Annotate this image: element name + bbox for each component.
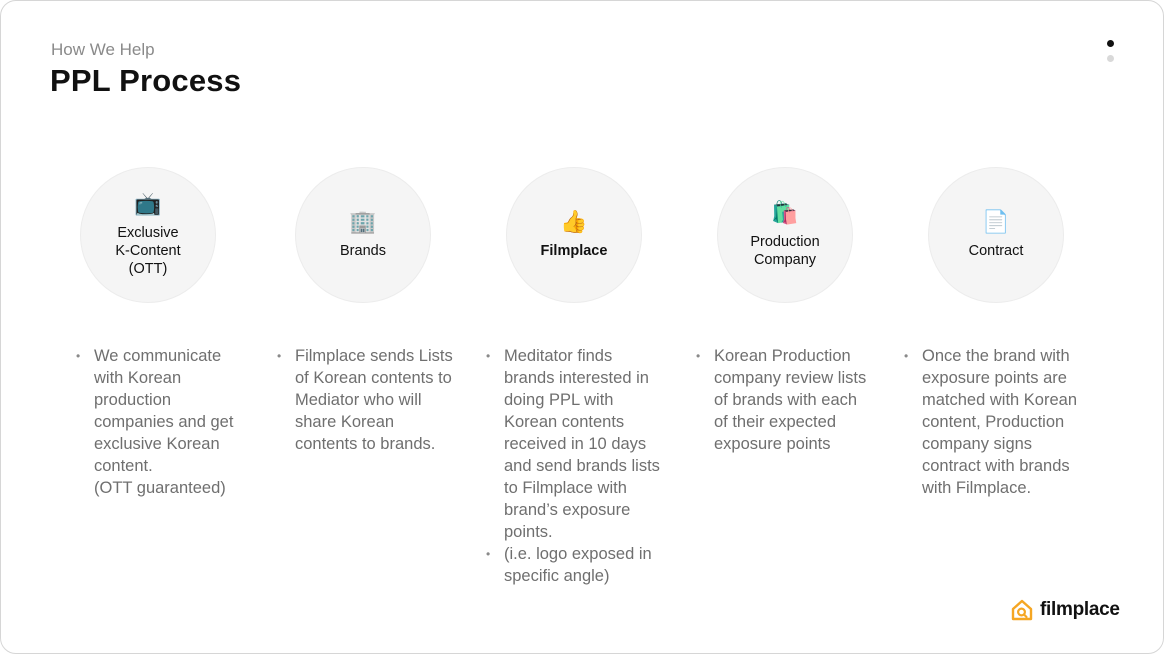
filmplace-logo[interactable]: filmplace [1010, 598, 1120, 622]
filmplace-house-icon [1011, 599, 1033, 621]
list-item: Once the brand with exposure points are … [904, 345, 1096, 499]
tv-icon: 📺 [134, 191, 162, 216]
step-circle-exclusive-k-content: 📺 Exclusive K-Content (OTT) [80, 167, 216, 303]
step-description-list: Meditator finds brands interested in doi… [486, 345, 678, 587]
brand-name: filmplace [1040, 599, 1120, 620]
office-building-icon: 🏢 [349, 209, 377, 234]
step-circle-brands: 🏢 Brands [295, 167, 431, 303]
step-circle-contract: 📄 Contract [928, 167, 1064, 303]
step-description-list: Once the brand with exposure points are … [904, 345, 1096, 499]
step-label: Filmplace [540, 243, 608, 259]
list-item: Filmplace sends Lists of Korean contents… [277, 345, 474, 455]
list-item: (i.e. logo exposed in specific angle) [486, 543, 678, 587]
step-description-list: Korean Production company review lists o… [696, 345, 888, 455]
thumbs-up-icon: 👍 [560, 209, 588, 234]
list-item: Korean Production company review lists o… [696, 345, 888, 455]
pager-dot-1[interactable] [1107, 40, 1114, 47]
step-label: Brands [340, 243, 386, 259]
page-title: PPL Process [50, 63, 242, 98]
shopping-bags-icon: 🛍️ [771, 200, 799, 225]
step-label: Exclusive K-Content (OTT) [115, 225, 181, 277]
step-circle-filmplace: 👍 Filmplace [506, 167, 642, 303]
step-label: Production Company [750, 234, 820, 268]
step-description-list: We communicate with Korean production co… [76, 345, 258, 499]
step-label: Contract [968, 243, 1024, 259]
step-description-list: Filmplace sends Lists of Korean contents… [277, 345, 474, 455]
pager-dot-2[interactable] [1107, 55, 1114, 62]
section-subtitle: How We Help [51, 40, 155, 59]
list-item: We communicate with Korean production co… [76, 345, 258, 499]
step-circle-production-company: 🛍️ Production Company [717, 167, 853, 303]
slide-pager[interactable] [1107, 40, 1115, 70]
document-icon: 📄 [982, 209, 1010, 234]
list-item: Meditator finds brands interested in doi… [486, 345, 678, 543]
